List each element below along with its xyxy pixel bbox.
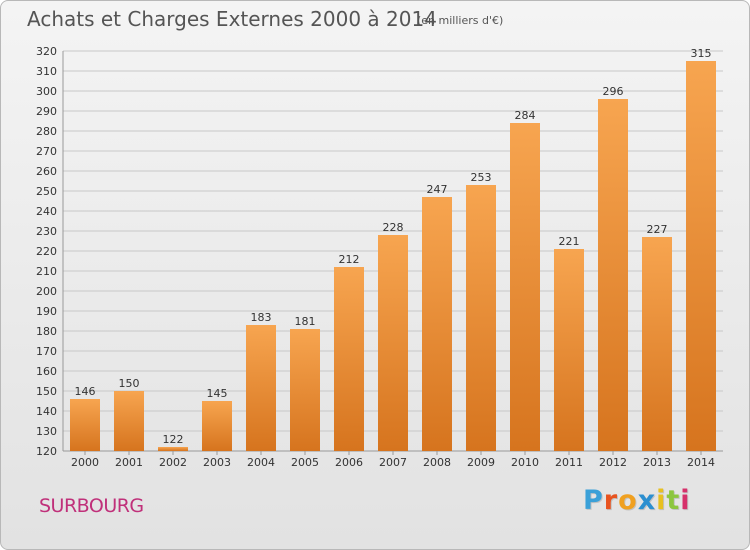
bar bbox=[290, 329, 320, 451]
y-tick-label: 300 bbox=[36, 85, 57, 98]
x-tick-label: 2003 bbox=[203, 456, 231, 469]
data-label: 181 bbox=[295, 315, 316, 328]
x-tick-label: 2004 bbox=[247, 456, 275, 469]
bar bbox=[686, 61, 716, 451]
logo-letter: o bbox=[618, 485, 638, 516]
bar bbox=[642, 237, 672, 451]
logo-letter: r bbox=[603, 485, 619, 516]
data-label: 122 bbox=[163, 433, 184, 446]
y-tick-label: 230 bbox=[36, 225, 57, 238]
y-tick-label: 310 bbox=[36, 65, 57, 78]
y-tick-label: 290 bbox=[36, 105, 57, 118]
bar bbox=[510, 123, 540, 451]
x-tick-label: 2009 bbox=[467, 456, 495, 469]
y-tick-label: 150 bbox=[36, 385, 57, 398]
y-tick-label: 140 bbox=[36, 405, 57, 418]
data-label: 221 bbox=[559, 235, 580, 248]
y-tick-label: 280 bbox=[36, 125, 57, 138]
bar bbox=[202, 401, 232, 451]
y-tick-label: 210 bbox=[36, 265, 57, 278]
data-label: 253 bbox=[471, 171, 492, 184]
data-label: 296 bbox=[603, 85, 624, 98]
x-tick-label: 2002 bbox=[159, 456, 187, 469]
y-tick-label: 130 bbox=[36, 425, 57, 438]
bar bbox=[114, 391, 144, 451]
y-tick-label: 190 bbox=[36, 305, 57, 318]
y-tick-label: 250 bbox=[36, 185, 57, 198]
bar bbox=[422, 197, 452, 451]
logo-letter: i bbox=[680, 485, 691, 516]
chart-unit-label: (en milliers d'€) bbox=[417, 14, 504, 27]
bar bbox=[554, 249, 584, 451]
x-tick-label: 2006 bbox=[335, 456, 363, 469]
y-tick-label: 160 bbox=[36, 365, 57, 378]
x-tick-label: 2011 bbox=[555, 456, 583, 469]
y-tick-label: 320 bbox=[36, 45, 57, 58]
data-label: 284 bbox=[515, 109, 536, 122]
y-tick-label: 220 bbox=[36, 245, 57, 258]
data-label: 247 bbox=[427, 183, 448, 196]
bar bbox=[246, 325, 276, 451]
y-tick-label: 200 bbox=[36, 285, 57, 298]
commune-name: SURBOURG bbox=[39, 495, 144, 517]
logo-letter: P bbox=[583, 485, 604, 516]
y-tick-label: 180 bbox=[36, 325, 57, 338]
data-label: 145 bbox=[207, 387, 228, 400]
x-tick-label: 2001 bbox=[115, 456, 143, 469]
x-tick-label: 2007 bbox=[379, 456, 407, 469]
data-label: 183 bbox=[251, 311, 272, 324]
logo-letter: t bbox=[666, 485, 681, 516]
data-label: 227 bbox=[647, 223, 668, 236]
x-tick-label: 2010 bbox=[511, 456, 539, 469]
x-tick-label: 2013 bbox=[643, 456, 671, 469]
data-label: 315 bbox=[691, 47, 712, 60]
bar bbox=[334, 267, 364, 451]
x-tick-label: 2012 bbox=[599, 456, 627, 469]
x-tick-label: 2008 bbox=[423, 456, 451, 469]
proxiti-logo: Proxiti bbox=[583, 485, 691, 525]
logo-letter: i bbox=[656, 485, 667, 516]
chart-title: Achats et Charges Externes 2000 à 2014 bbox=[27, 7, 437, 31]
x-tick-label: 2000 bbox=[71, 456, 99, 469]
y-tick-label: 240 bbox=[36, 205, 57, 218]
x-tick-label: 2005 bbox=[291, 456, 319, 469]
bar bbox=[70, 399, 100, 451]
y-tick-label: 120 bbox=[36, 445, 57, 458]
y-tick-label: 270 bbox=[36, 145, 57, 158]
data-label: 150 bbox=[119, 377, 140, 390]
bar bbox=[378, 235, 408, 451]
bar bbox=[466, 185, 496, 451]
x-tick-label: 2014 bbox=[687, 456, 715, 469]
bar bbox=[158, 447, 188, 451]
bar bbox=[598, 99, 628, 451]
logo-letter: x bbox=[637, 485, 657, 516]
data-label: 228 bbox=[383, 221, 404, 234]
y-tick-label: 260 bbox=[36, 165, 57, 178]
data-label: 212 bbox=[339, 253, 360, 266]
y-tick-label: 170 bbox=[36, 345, 57, 358]
data-label: 146 bbox=[75, 385, 96, 398]
